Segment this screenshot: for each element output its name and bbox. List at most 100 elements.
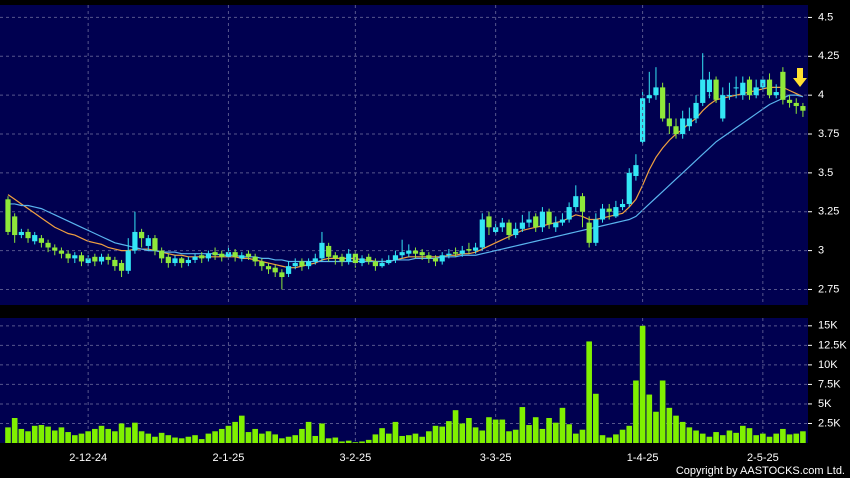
- candle-body: [372, 261, 378, 267]
- volume-bar: [626, 425, 633, 443]
- volume-bar: [165, 435, 172, 443]
- volume-bar: [365, 439, 372, 443]
- candle-body: [693, 102, 699, 119]
- candle-body: [32, 235, 38, 242]
- volume-bar: [325, 438, 332, 443]
- volume-bar: [51, 430, 58, 443]
- volume-bar: [345, 440, 352, 443]
- candle-body: [466, 249, 472, 251]
- y-tick-label: 3: [818, 245, 824, 257]
- candle-body: [58, 250, 65, 254]
- volume-bar: [65, 432, 71, 443]
- volume-bar: [239, 415, 245, 443]
- volume-bar: [138, 431, 145, 443]
- y-tick-label: 3.75: [818, 128, 839, 140]
- candle-body: [539, 211, 545, 228]
- volume-bar: [579, 429, 586, 443]
- candle-body: [78, 255, 85, 262]
- candle-body: [265, 266, 272, 270]
- volume-bar: [192, 435, 198, 443]
- volume-bar: [332, 437, 339, 443]
- volume-bar: [125, 427, 132, 443]
- volume-bar: [305, 421, 312, 443]
- candle-body: [259, 261, 265, 267]
- candle-body: [225, 252, 232, 257]
- x-tick-label: 2-5-25: [747, 452, 779, 464]
- volume-bar: [733, 432, 739, 443]
- volume-bar: [753, 435, 759, 443]
- volume-bar: [593, 393, 599, 443]
- candle-body: [285, 266, 292, 274]
- volume-bar: [573, 433, 579, 443]
- candle-body: [132, 231, 138, 251]
- volume-bar: [379, 428, 385, 443]
- volume-bar: [726, 430, 733, 443]
- candle-body: [366, 256, 372, 262]
- candle-body: [559, 219, 566, 223]
- candle-body: [332, 255, 338, 259]
- volume-bar: [780, 428, 786, 443]
- candle-body: [452, 252, 459, 254]
- candle-body: [720, 95, 726, 119]
- volume-bar: [766, 436, 773, 443]
- candle-body: [139, 231, 145, 239]
- volume-bar: [18, 428, 25, 443]
- candle-body: [506, 222, 512, 236]
- volume-bar: [212, 431, 218, 443]
- y-tick-label: 2.5K: [818, 417, 841, 429]
- y-tick-label: 7.5K: [818, 378, 841, 390]
- x-tick-label: 1-4-25: [627, 452, 659, 464]
- volume-bar: [299, 428, 305, 443]
- candle-body: [646, 95, 652, 99]
- y-tick-label: 5K: [818, 398, 832, 410]
- candle-body: [279, 272, 285, 278]
- volume-bar: [499, 419, 506, 443]
- candle-body: [653, 87, 659, 96]
- candle-body: [593, 219, 599, 243]
- volume-bar: [786, 434, 793, 443]
- candle-body: [52, 247, 58, 251]
- volume-bar: [132, 422, 138, 443]
- candle-body: [426, 255, 432, 259]
- candle-body: [18, 231, 24, 236]
- volume-bar: [392, 421, 399, 443]
- volume-bar: [506, 431, 512, 443]
- volume-bar: [526, 425, 532, 443]
- volume-bar: [399, 435, 405, 443]
- candle-body: [780, 71, 786, 100]
- volume-bar: [252, 428, 258, 443]
- candle-body: [392, 255, 399, 260]
- volume-bar: [466, 418, 472, 443]
- volume-bar: [178, 438, 185, 443]
- volume-bar: [285, 436, 292, 443]
- x-tick-label: 3-3-25: [480, 452, 512, 464]
- candle-body: [686, 118, 692, 127]
- candle-body: [98, 256, 105, 262]
- candle-body: [65, 253, 71, 259]
- candle-body: [713, 79, 719, 100]
- volume-bar: [459, 423, 466, 443]
- volume-bar: [719, 435, 726, 443]
- volume-bar: [5, 427, 11, 443]
- candle-body: [499, 222, 505, 228]
- volume-bar: [232, 421, 238, 443]
- volume-bar: [426, 431, 432, 443]
- candle-body: [660, 87, 666, 119]
- candle-body: [599, 208, 606, 220]
- moving-average-line: [8, 94, 804, 263]
- candle-body: [145, 238, 151, 246]
- candle-body: [626, 172, 632, 204]
- y-tick-label: 3.5: [818, 167, 833, 179]
- candle-body: [680, 118, 686, 135]
- candle-body: [72, 255, 78, 259]
- volume-bar: [58, 427, 65, 443]
- volume-bar: [559, 407, 566, 443]
- volume-bar: [613, 434, 619, 443]
- volume-bar: [245, 432, 252, 443]
- volume-bar: [486, 417, 492, 443]
- volume-bar: [419, 436, 425, 443]
- candle-body: [746, 79, 753, 96]
- volume-bar: [225, 425, 232, 443]
- candle-body: [232, 252, 238, 257]
